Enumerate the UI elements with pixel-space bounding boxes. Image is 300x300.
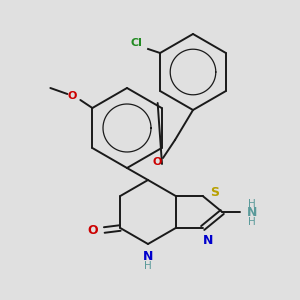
Text: N: N [143, 250, 153, 263]
Text: H: H [248, 217, 256, 227]
Text: O: O [68, 91, 77, 101]
Text: S: S [210, 187, 219, 200]
Text: Cl: Cl [130, 38, 142, 48]
Text: H: H [248, 199, 256, 209]
Text: N: N [202, 233, 213, 247]
Text: N: N [247, 206, 257, 220]
Text: H: H [144, 261, 152, 271]
Text: O: O [152, 157, 162, 167]
Text: O: O [87, 224, 98, 236]
